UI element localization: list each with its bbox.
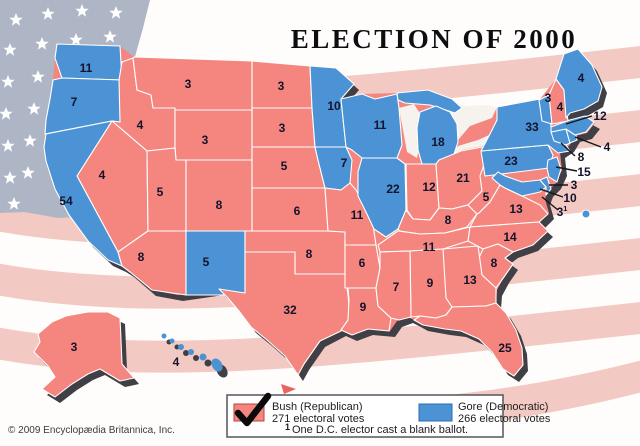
vote-label-or: 7 <box>71 95 78 109</box>
state-co <box>185 159 253 232</box>
lake-michigan <box>399 104 421 158</box>
state-nm <box>185 230 246 296</box>
state-mo <box>324 182 377 246</box>
vote-label-ny: 33 <box>525 120 539 134</box>
vote-label-nj: 15 <box>577 165 591 179</box>
gore-swatch <box>418 403 453 422</box>
footnote-text: One D.C. elector cast a blank ballot. <box>292 424 468 436</box>
vote-label-tx: 32 <box>283 303 297 317</box>
vote-label-va: 13 <box>509 202 523 216</box>
vote-label-ne: 5 <box>281 159 288 173</box>
vote-label-oh: 21 <box>456 171 470 185</box>
state-nj <box>546 156 562 183</box>
vote-label-in: 12 <box>422 180 436 194</box>
vote-label-co: 8 <box>216 198 223 212</box>
checkmark-icon <box>234 392 272 427</box>
callout-line-ma <box>565 115 593 125</box>
state-ma <box>550 115 595 136</box>
callout-line-nj <box>555 166 578 172</box>
vote-label-sc: 8 <box>491 256 498 270</box>
vote-label-de: 3 <box>571 178 578 192</box>
state-ca <box>43 120 123 267</box>
vote-label-md: 10 <box>563 191 577 205</box>
vote-label-mi: 18 <box>431 135 445 149</box>
vote-label-nd: 3 <box>278 79 285 93</box>
vote-label-nv: 4 <box>99 168 106 182</box>
state-tx <box>218 251 351 376</box>
callout-line-md <box>539 188 564 198</box>
vote-label-ga: 13 <box>463 273 477 287</box>
vote-label-ma: 12 <box>593 109 607 123</box>
vote-label-al: 9 <box>427 276 434 290</box>
vote-label-id: 4 <box>137 118 144 132</box>
vote-label-ar: 6 <box>359 256 366 270</box>
bush-label: Bush (Republican) <box>272 401 363 413</box>
vote-label-ak: 3 <box>71 340 78 354</box>
vote-label-wv: 5 <box>483 190 490 204</box>
state-ms <box>375 250 412 321</box>
vote-label-ut: 5 <box>157 185 164 199</box>
state-il <box>357 157 407 238</box>
vote-label-pa: 23 <box>504 154 518 168</box>
state-fl <box>413 302 524 377</box>
vote-label-tn: 11 <box>423 240 436 254</box>
vote-label-mo: 11 <box>351 208 364 222</box>
state-mi-upper <box>396 89 463 114</box>
state-ut <box>146 147 187 232</box>
vote-label-ct: 8 <box>578 150 585 164</box>
vote-label-vt: 3 <box>545 91 552 105</box>
vote-label-nc: 14 <box>503 230 517 244</box>
page-title: ELECTION OF 2000 <box>291 24 578 54</box>
vote-label-il: 22 <box>386 182 400 196</box>
footnote-marker: 1 <box>285 422 290 432</box>
vote-label-mt: 3 <box>185 77 192 91</box>
state-wi <box>340 93 403 159</box>
vote-label-mn: 10 <box>327 99 341 113</box>
vote-label-az: 8 <box>138 250 145 264</box>
vote-label-dc: 31 <box>557 204 568 219</box>
legend: Bush (Republican) 271 electoral votes Go… <box>226 384 551 438</box>
callout-line-ri <box>574 136 602 148</box>
us-map <box>43 43 603 377</box>
bush-votes: 271 electoral votes <box>272 413 365 425</box>
vote-label-sd: 3 <box>279 121 286 135</box>
vote-label-ks: 6 <box>294 204 301 218</box>
state-wy <box>174 109 253 161</box>
vote-label-la: 9 <box>360 300 367 314</box>
callout-lines <box>539 115 602 211</box>
vote-label-nm: 5 <box>203 255 210 269</box>
vote-label-ms: 7 <box>393 280 400 294</box>
state-md <box>491 171 547 197</box>
vote-label-fl: 25 <box>498 341 512 355</box>
dc-dot <box>581 209 591 219</box>
copyright: © 2009 Encyclopædia Britannica, Inc. <box>8 425 175 436</box>
legend-box <box>226 394 504 438</box>
state-ks <box>251 187 329 232</box>
callout-line-ct <box>560 142 576 157</box>
state-me <box>555 48 603 119</box>
vote-label-ok: 8 <box>306 247 313 261</box>
vote-label-me: 4 <box>578 71 585 85</box>
vote-label-wi: 11 <box>374 118 387 132</box>
vote-label-nh: 4 <box>557 100 564 114</box>
vote-label-ia: 7 <box>341 156 348 170</box>
vote-label-hi: 4 <box>173 355 180 369</box>
state-ne <box>251 146 326 189</box>
callout-line-dc <box>541 196 559 211</box>
gore-votes: 266 electoral votes <box>458 413 551 425</box>
vote-label-wa: 11 <box>80 61 93 75</box>
vote-label-ri: 4 <box>604 140 611 154</box>
gore-label: Gore (Democratic) <box>458 401 548 413</box>
vote-label-wy: 3 <box>202 133 209 147</box>
legend-ribbon-tail <box>281 384 296 394</box>
vote-label-ca: 54 <box>59 194 73 208</box>
state-mt <box>132 56 253 111</box>
vote-label-ky: 8 <box>445 213 452 227</box>
